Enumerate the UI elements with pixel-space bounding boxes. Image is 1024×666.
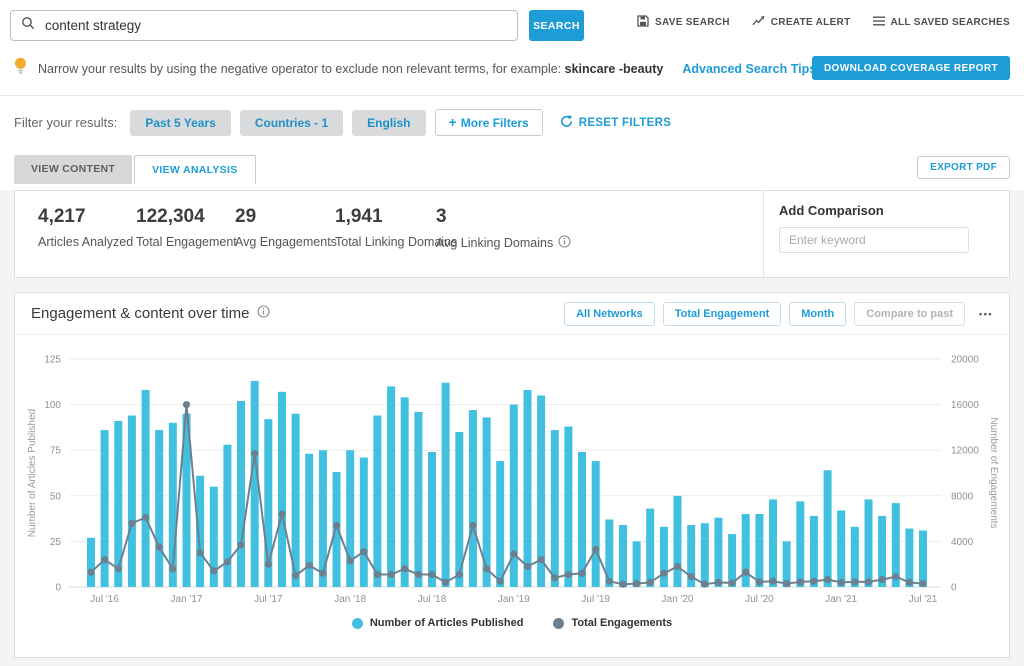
legend-articles-published[interactable]: Number of Articles Published <box>351 617 523 629</box>
svg-text:Jan '17: Jan '17 <box>171 594 203 605</box>
svg-text:Jul '20: Jul '20 <box>745 594 774 605</box>
tip-text: Narrow your results by using the negativ… <box>38 61 664 76</box>
svg-text:Jan '19: Jan '19 <box>498 594 530 605</box>
svg-text:Jan '18: Jan '18 <box>334 594 366 605</box>
add-comparison-title: Add Comparison <box>779 203 884 218</box>
svg-text:16000: 16000 <box>951 400 979 411</box>
svg-text:8000: 8000 <box>951 491 974 502</box>
all-saved-searches-button[interactable]: ALL SAVED SEARCHES <box>872 16 1011 29</box>
search-tip: Narrow your results by using the negativ… <box>14 57 816 80</box>
svg-text:Jan '21: Jan '21 <box>825 594 857 605</box>
svg-text:12000: 12000 <box>951 446 979 457</box>
chart-panel: Engagement & content over time All Netwo… <box>14 292 1010 658</box>
add-comparison: Add Comparison <box>779 203 969 253</box>
chart-header: Engagement & content over time All Netwo… <box>15 293 1009 335</box>
stats-panel: 4,217 Articles Analyzed 122,304 Total En… <box>14 190 1010 278</box>
engagement-chart: 0 0 25 4000 50 8000 75 12000 100 16000 125 20000 Jul… <box>27 355 999 606</box>
comparison-keyword-input[interactable] <box>779 227 969 253</box>
stat-avg-linking-domains: 3 Avg Linking Domains <box>436 206 571 251</box>
svg-text:75: 75 <box>50 446 62 457</box>
stat-total-engagement: 122,304 Total Engagement <box>136 206 237 249</box>
header-divider <box>0 95 1024 96</box>
filter-bar: Filter your results: Past 5 Years Countr… <box>14 109 671 136</box>
filter-pill-countries[interactable]: Countries - 1 <box>239 109 344 136</box>
more-options-icon[interactable]: ••• <box>979 308 993 319</box>
list-icon <box>872 16 885 29</box>
view-tabs: VIEW CONTENT VIEW ANALYSIS <box>14 155 256 184</box>
info-icon[interactable] <box>257 305 271 322</box>
svg-text:Number of Articles Published: Number of Articles Published <box>27 409 38 537</box>
svg-text:Jul '19: Jul '19 <box>581 594 610 605</box>
chart-title: Engagement & content over time <box>31 305 271 322</box>
trending-up-icon <box>752 15 765 30</box>
svg-text:Jul '16: Jul '16 <box>90 594 119 605</box>
refresh-icon <box>560 114 573 131</box>
engagement-metric-button[interactable]: Total Engagement <box>662 301 782 326</box>
chart-controls: All Networks Total Engagement Month Comp… <box>564 301 993 326</box>
plus-icon: + <box>448 114 457 130</box>
reset-filters-button[interactable]: RESET FILTERS <box>560 114 672 131</box>
svg-text:125: 125 <box>44 355 61 366</box>
svg-text:25: 25 <box>50 537 62 548</box>
svg-text:Jul '21: Jul '21 <box>909 594 938 605</box>
svg-text:Jul '18: Jul '18 <box>418 594 447 605</box>
tab-view-content[interactable]: VIEW CONTENT <box>14 155 133 184</box>
download-coverage-report-button[interactable]: DOWNLOAD COVERAGE REPORT <box>811 56 1010 80</box>
svg-text:100: 100 <box>44 400 61 411</box>
svg-text:20000: 20000 <box>951 355 979 366</box>
search-box[interactable] <box>10 10 518 41</box>
interval-button[interactable]: Month <box>789 301 847 326</box>
svg-text:Jan '20: Jan '20 <box>662 594 694 605</box>
save-search-button[interactable]: SAVE SEARCH <box>637 15 730 30</box>
floppy-disk-icon <box>637 15 649 30</box>
networks-filter-button[interactable]: All Networks <box>564 301 655 326</box>
search-icon <box>21 16 35 35</box>
info-icon[interactable] <box>558 235 571 251</box>
stat-articles-analyzed: 4,217 Articles Analyzed <box>38 206 134 249</box>
create-alert-button[interactable]: CREATE ALERT <box>752 15 851 30</box>
cyan-dot-icon <box>351 617 363 629</box>
svg-text:0: 0 <box>55 583 61 594</box>
legend-total-engagements[interactable]: Total Engagements <box>553 617 672 629</box>
more-filters-button[interactable]: + More Filters <box>434 109 543 136</box>
stat-total-linking-domains: 1,941 Total Linking Domains <box>335 206 458 249</box>
filter-pill-language[interactable]: English <box>352 109 426 136</box>
svg-text:Number of Engagements: Number of Engagements <box>988 417 999 528</box>
filter-pill-date[interactable]: Past 5 Years <box>130 109 231 136</box>
header-actions: SAVE SEARCH CREATE ALERT ALL SAVED SEARC… <box>637 15 1010 30</box>
compare-to-past-button[interactable]: Compare to past <box>854 301 966 326</box>
svg-text:0: 0 <box>951 583 957 594</box>
export-pdf-button[interactable]: EXPORT PDF <box>917 156 1010 179</box>
svg-text:Jul '17: Jul '17 <box>254 594 283 605</box>
filter-label: Filter your results: <box>14 115 118 130</box>
tip-example: skincare -beauty <box>564 61 664 76</box>
advanced-search-tips-link[interactable]: Advanced Search Tips <box>682 61 817 76</box>
stats-divider <box>763 191 764 277</box>
search-button[interactable]: SEARCH <box>529 10 584 41</box>
search-input[interactable] <box>45 18 485 33</box>
slate-dot-icon <box>553 617 565 629</box>
chart-legend: Number of Articles Published Total Engag… <box>15 617 1009 629</box>
lightbulb-icon <box>14 57 27 80</box>
svg-text:4000: 4000 <box>951 537 974 548</box>
stat-avg-engagements: 29 Avg Engagements <box>235 206 337 249</box>
tab-view-analysis[interactable]: VIEW ANALYSIS <box>134 155 256 184</box>
svg-text:50: 50 <box>50 491 62 502</box>
